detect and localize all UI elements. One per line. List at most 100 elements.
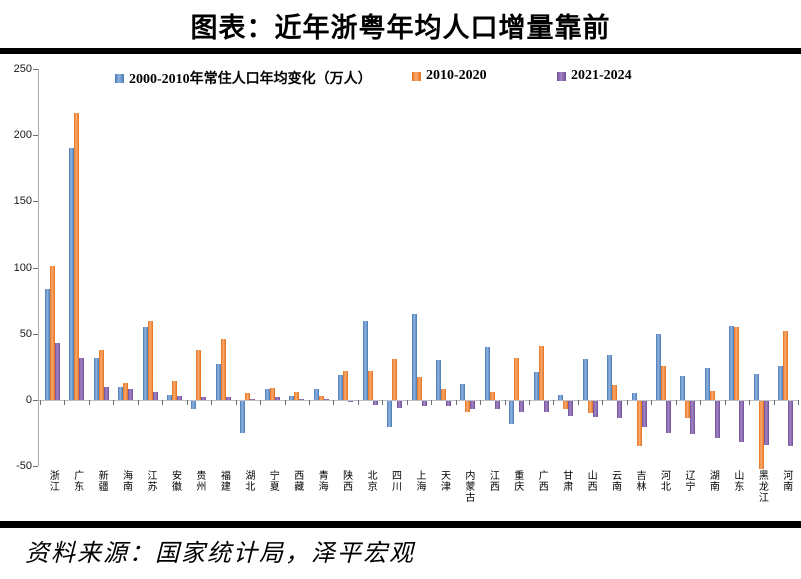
y-axis-tick-label: 250: [13, 63, 32, 75]
bar-2000-2010年常住人口年均变化（万人）-青海: [313, 389, 319, 400]
bar-2000-2010年常住人口年均变化（万人）-内蒙古: [460, 384, 466, 400]
title-divider: [0, 48, 801, 54]
bar-2021-2024-广西: [543, 401, 549, 412]
category-label-text: 广西: [536, 470, 548, 492]
bar-2000-2010年常住人口年均变化（万人）-广西: [533, 372, 539, 400]
category-label-text: 山西: [585, 470, 597, 492]
bar-2021-2024-北京: [372, 401, 378, 405]
x-axis-tick: [211, 400, 213, 405]
bar-2000-2010年常住人口年均变化（万人）-江苏: [142, 327, 148, 400]
x-axis-tick: [382, 400, 384, 405]
category-label: 北京: [358, 470, 382, 492]
category-label: 陕西: [333, 470, 357, 492]
bar-2000-2010年常住人口年均变化（万人）-北京: [362, 320, 368, 400]
category-label-text: 河北: [658, 470, 670, 492]
category-label: 吉林: [627, 470, 651, 492]
bar-2010-2020-辽宁: [685, 401, 691, 419]
bar-2021-2024-安徽: [176, 396, 182, 400]
bar-2021-2024-辽宁: [690, 401, 696, 435]
category-label: 新疆: [89, 470, 113, 492]
category-label-text: 湖南: [707, 470, 719, 492]
bar-2000-2010年常住人口年均变化（万人）-安徽: [166, 394, 172, 400]
category-label: 内蒙古: [456, 470, 480, 503]
bar-2000-2010年常住人口年均变化（万人）-新疆: [93, 357, 99, 400]
category-label: 安徽: [162, 470, 186, 492]
x-axis-tick: [651, 400, 653, 405]
bar-2000-2010年常住人口年均变化（万人）-西藏: [289, 396, 295, 400]
category-label: 上海: [407, 470, 431, 492]
category-label-text: 江西: [487, 470, 499, 492]
bar-2000-2010年常住人口年均变化（万人）-黑龙江: [753, 373, 759, 400]
y-axis-tick: [33, 466, 38, 468]
category-label-text: 甘肃: [560, 470, 572, 492]
bar-2021-2024-新疆: [103, 386, 109, 400]
category-label-text: 山东: [731, 470, 743, 492]
bar-2010-2020-海南: [123, 382, 129, 400]
page-title: 图表：近年浙粤年均人口增量靠前: [190, 13, 611, 43]
bar-2021-2024-福建: [225, 397, 231, 400]
legend-label: 2000-2010年常住人口年均变化（万人）: [129, 72, 372, 87]
bar-2010-2020-宁夏: [269, 388, 275, 400]
bar-2021-2024-湖南: [714, 401, 720, 439]
y-axis-tick: [33, 267, 38, 269]
category-label-text: 西藏: [291, 470, 303, 492]
bar-2010-2020-山东: [734, 327, 740, 400]
bar-2000-2010年常住人口年均变化（万人）-湖北: [240, 401, 246, 433]
x-axis-tick: [88, 400, 90, 405]
y-axis-tick: [33, 135, 38, 137]
bar-2000-2010年常住人口年均变化（万人）-陕西: [338, 374, 344, 400]
x-axis-tick: [113, 400, 115, 405]
bar-2021-2024-湖北: [250, 398, 256, 400]
bar-2021-2024-广东: [79, 357, 85, 400]
bar-2021-2024-青海: [323, 398, 329, 400]
x-axis-tick: [529, 400, 531, 405]
bar-2010-2020-北京: [367, 370, 373, 400]
category-label-text: 北京: [365, 470, 377, 492]
bar-2021-2024-江西: [494, 401, 500, 409]
bar-2000-2010年常住人口年均变化（万人）-河北: [656, 333, 662, 400]
bar-2010-2020-山西: [587, 401, 593, 413]
category-label-text: 天津: [438, 470, 450, 492]
category-label-text: 湖北: [242, 470, 254, 492]
category-label: 重庆: [505, 470, 529, 492]
category-label-text: 辽宁: [682, 470, 694, 492]
x-axis-tick: [749, 400, 751, 405]
y-axis-tick: [33, 333, 38, 335]
category-label-text: 四川: [389, 470, 401, 492]
x-axis-tick: [773, 400, 775, 405]
category-label-text: 云南: [609, 470, 621, 492]
x-axis-tick: [504, 400, 506, 405]
bar-2010-2020-福建: [220, 339, 226, 400]
bar-2000-2010年常住人口年均变化（万人）-重庆: [509, 401, 515, 424]
category-label-text: 安徽: [169, 470, 181, 492]
category-label: 黑龙江: [749, 470, 773, 503]
bar-2021-2024-重庆: [519, 401, 525, 412]
bar-2021-2024-海南: [128, 389, 134, 400]
x-axis-tick: [675, 400, 677, 405]
category-label: 河南: [774, 470, 798, 492]
bar-2000-2010年常住人口年均变化（万人）-河南: [778, 365, 784, 400]
bar-2021-2024-云南: [617, 401, 623, 419]
category-label: 贵州: [187, 470, 211, 492]
bar-2010-2020-贵州: [196, 349, 202, 400]
x-axis-tick: [577, 400, 579, 405]
category-label: 宁夏: [260, 470, 284, 492]
category-label: 甘肃: [553, 470, 577, 492]
category-label-text: 海南: [120, 470, 132, 492]
bar-2000-2010年常住人口年均变化（万人）-福建: [215, 364, 221, 400]
category-label: 辽宁: [676, 470, 700, 492]
bar-2010-2020-河北: [661, 365, 667, 400]
bar-2021-2024-贵州: [201, 397, 207, 400]
category-label: 江苏: [138, 470, 162, 492]
bar-2010-2020-江苏: [147, 320, 153, 400]
bar-2010-2020-安徽: [171, 381, 177, 400]
bar-2010-2020-广西: [538, 345, 544, 400]
x-axis-tick: [480, 400, 482, 405]
category-label: 云南: [602, 470, 626, 492]
bar-2010-2020-广东: [74, 112, 80, 400]
x-axis-tick: [406, 400, 408, 405]
bar-2021-2024-四川: [397, 401, 403, 408]
category-label: 江西: [480, 470, 504, 492]
bar-2010-2020-新疆: [98, 349, 104, 400]
